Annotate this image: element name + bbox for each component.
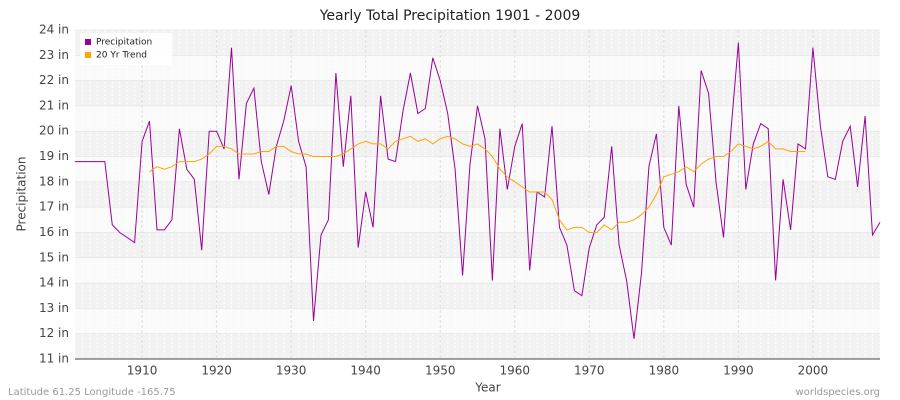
plot-band	[75, 80, 880, 106]
y-tick-label: 16 in	[39, 225, 69, 239]
legend-label: 20 Yr Trend	[96, 51, 147, 61]
footer-right: worldspecies.org	[796, 387, 880, 398]
legend-swatch	[85, 52, 91, 58]
y-axis-label: Precipitation	[15, 156, 29, 231]
x-tick-label: 1910	[127, 364, 158, 378]
y-tick-label: 22 in	[39, 73, 69, 87]
y-tick-label: 20 in	[39, 124, 69, 138]
y-tick-label: 17 in	[39, 200, 69, 214]
y-tick-label: 15 in	[39, 250, 69, 264]
y-tick-label: 14 in	[39, 276, 69, 290]
x-axis-label: Year	[474, 381, 500, 395]
y-tick-label: 12 in	[39, 326, 69, 340]
plot-band	[75, 232, 880, 258]
legend-label: Precipitation	[96, 38, 152, 48]
y-tick-label: 19 in	[39, 149, 69, 163]
x-tick-label: 1930	[276, 364, 307, 378]
data-line	[149, 135, 806, 233]
data-line	[75, 42, 881, 339]
footer-left: Latitude 61.25 Longitude -165.75	[8, 387, 176, 398]
y-tick-label: 21 in	[39, 98, 69, 112]
x-tick-label: 1980	[649, 364, 680, 378]
chart-title: Yearly Total Precipitation 1901 - 2009	[319, 8, 581, 24]
x-tick-label: 1960	[499, 364, 530, 378]
x-tick-label: 1990	[723, 364, 754, 378]
plot-band	[75, 156, 880, 182]
x-tick-label: 1970	[574, 364, 605, 378]
x-tick-label: 2000	[798, 364, 829, 378]
y-tick-label: 13 in	[39, 301, 69, 315]
y-tick-label: 18 in	[39, 174, 69, 188]
plot-band	[75, 308, 880, 334]
x-tick-label: 1950	[425, 364, 456, 378]
y-tick-label: 24 in	[39, 23, 69, 37]
y-tick-label: 23 in	[39, 48, 69, 62]
legend-box	[80, 33, 172, 65]
legend-swatch	[85, 39, 91, 45]
y-tick-label: 11 in	[39, 352, 69, 366]
x-tick-label: 1940	[350, 364, 381, 378]
x-tick-label: 1920	[201, 364, 232, 378]
